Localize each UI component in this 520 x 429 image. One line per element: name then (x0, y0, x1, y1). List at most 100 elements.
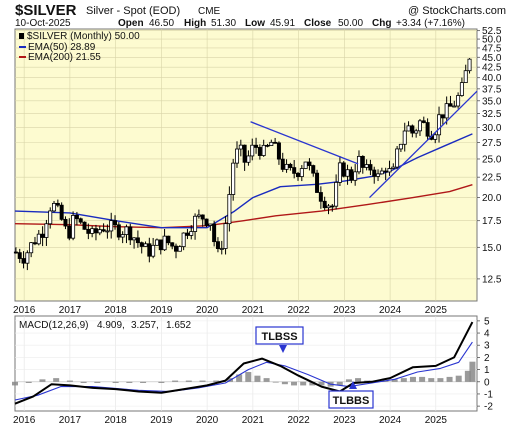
macd-histogram-bar (455, 375, 462, 382)
macd-histogram-bar (428, 378, 435, 382)
price-y-tick-label: 45.0 (482, 53, 502, 64)
tlbbs-label: TLBBS (333, 395, 370, 407)
price-candle (120, 234, 125, 238)
price-candle (147, 243, 152, 257)
price-candle (322, 200, 327, 209)
price-y-tick-label: 32.5 (482, 109, 502, 120)
price-candle (17, 252, 22, 259)
price-candle (387, 168, 392, 173)
price-candle (162, 235, 167, 251)
price-legend: $SILVER (Monthly) 50.00 EMA(50) 28.89 EM… (19, 31, 140, 63)
price-candle (29, 242, 34, 254)
price-candle (78, 218, 83, 223)
price-candle (417, 120, 422, 132)
price-y-tick-label: 40.0 (482, 73, 502, 84)
macd-x-tick-label: 2022 (287, 415, 310, 426)
price-candle (25, 252, 30, 264)
price-x-tick-label: 2023 (333, 305, 356, 316)
price-candle (124, 226, 129, 235)
macd-y-tick-label: 2 (484, 353, 490, 364)
price-candle (326, 205, 331, 209)
price-candle (337, 162, 342, 183)
price-candle (406, 125, 411, 132)
price-candle (170, 242, 175, 247)
price-x-tick-label: 2025 (425, 305, 448, 316)
macd-histogram-bar (53, 378, 60, 382)
price-candle (13, 251, 18, 254)
price-candle (414, 130, 419, 134)
price-candle (303, 161, 308, 169)
price-x-axis: 2016 2017 2018 2019 2020 2021 2022 2023 2024 2025 (13, 305, 447, 316)
tlbss-box (255, 326, 304, 345)
macd-y-tick-label: -2 (484, 402, 493, 413)
price-candle (269, 141, 274, 146)
price-candle (261, 144, 266, 156)
price-candle (154, 239, 159, 246)
price-y-tick-label: 12.5 (482, 274, 502, 285)
macd-histogram-bar (300, 381, 307, 386)
price-candle (181, 232, 186, 248)
price-y-tick-label: 20.0 (482, 193, 502, 204)
price-y-tick-label: 42.5 (482, 63, 502, 74)
macd-histogram-bar (345, 379, 352, 382)
quote-date: 10-Oct-2025 (15, 18, 71, 29)
signal-value: 3.257, (131, 320, 159, 331)
trendline (369, 90, 478, 199)
price-candle (421, 120, 426, 123)
macd-x-tick-label: 2024 (379, 415, 402, 426)
price-candle (200, 214, 205, 220)
price-candle (223, 223, 228, 249)
price-x-tick-label: 2020 (196, 305, 219, 316)
tlbss-arrow (279, 345, 287, 353)
price-candle (402, 130, 407, 145)
exchange: CME (198, 6, 221, 17)
ema50-line (14, 133, 473, 229)
macd-x-tick-label: 2019 (150, 415, 173, 426)
symbol: $SILVER (15, 2, 77, 19)
price-y-tick-label: 37.5 (482, 84, 502, 95)
trendline (250, 121, 359, 165)
macd-line (14, 321, 474, 405)
price-candle (82, 221, 87, 230)
price-candle (368, 164, 373, 171)
price-candle (196, 214, 201, 217)
macd-histogram-bar (213, 380, 220, 382)
price-y-tick-label: 35.0 (482, 96, 502, 107)
macd-histogram-bar (66, 380, 73, 382)
price-candle (456, 95, 461, 107)
price-candle (433, 134, 438, 140)
tlbbs-arrow (349, 381, 357, 389)
price-candle (364, 164, 369, 168)
price-candle (459, 82, 464, 96)
high-label: High (184, 18, 206, 29)
macd-body (12, 321, 476, 405)
macd-label: MACD(12,26,9) (19, 320, 88, 331)
price-candle (177, 246, 182, 252)
macd-histogram-bar (391, 379, 398, 382)
price-candle (334, 182, 339, 207)
price-candle (36, 233, 41, 245)
price-candle (59, 204, 64, 220)
price-x-tick-label: 2021 (242, 305, 265, 316)
macd-histogram-bar (272, 381, 279, 383)
price-candle (292, 167, 297, 174)
macd-histogram-bar (94, 381, 101, 383)
close-value: 50.00 (338, 18, 363, 29)
price-candle (219, 248, 224, 250)
price-candle (63, 218, 68, 227)
low-label: Low (245, 18, 265, 29)
histogram-value: 1.652 (166, 320, 191, 331)
price-candle (139, 242, 144, 247)
price-y-tick-label: 15.0 (482, 243, 502, 254)
price-candle (185, 232, 190, 236)
price-candle (307, 161, 312, 166)
price-candle (425, 122, 430, 137)
price-candle (212, 223, 217, 243)
price-panel (14, 28, 478, 302)
price-candle (105, 230, 110, 233)
price-candle (311, 165, 316, 174)
price-y-tick-label: 30.0 (482, 123, 502, 134)
price-candle (467, 58, 472, 72)
macd-histogram-bar (39, 379, 46, 382)
